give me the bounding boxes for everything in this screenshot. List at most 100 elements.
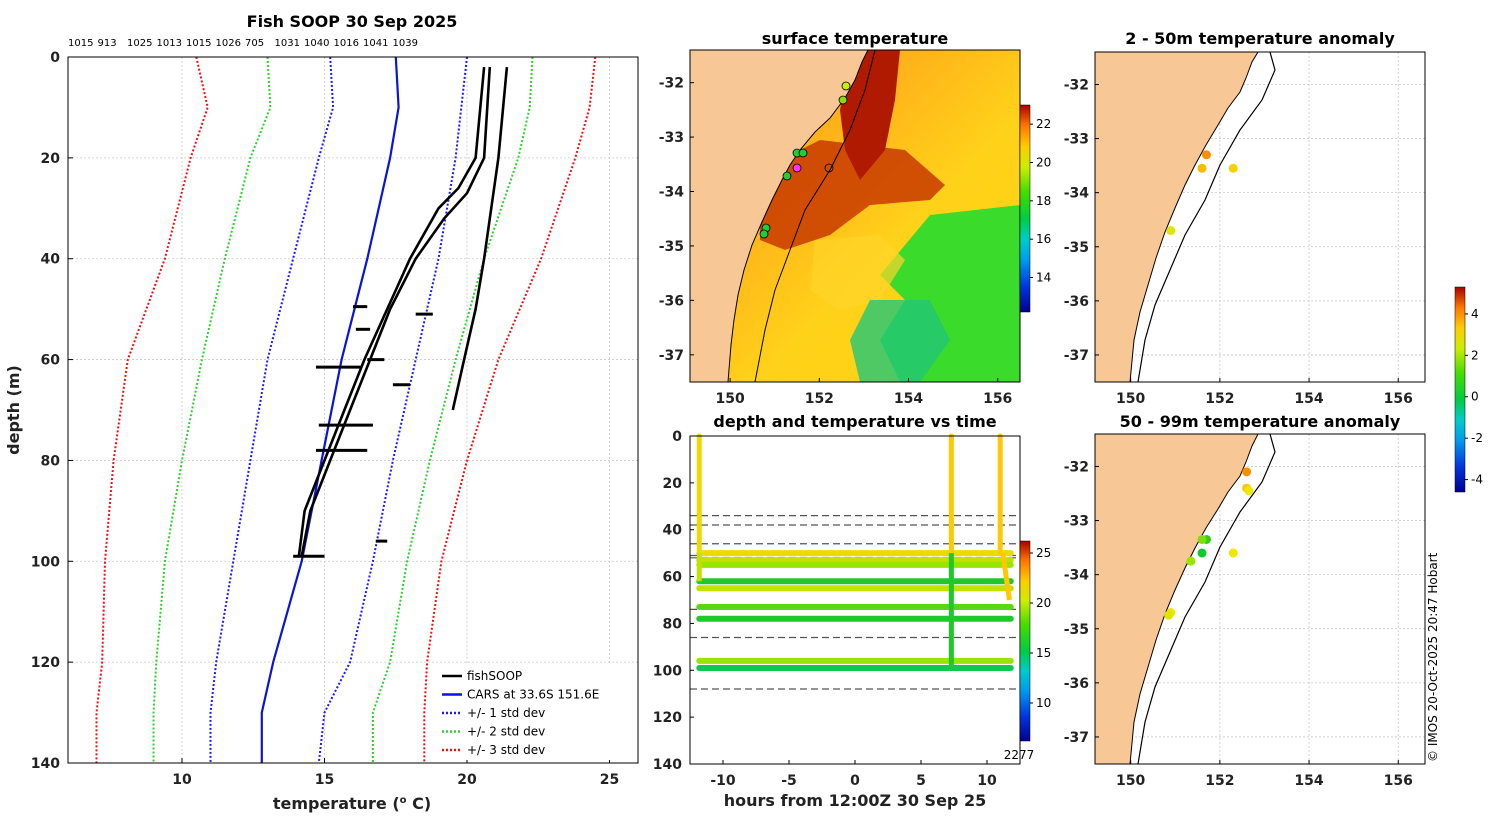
anom1-title: 2 - 50m temperature anomaly: [1125, 29, 1395, 48]
vessel-position: [798, 148, 808, 158]
timeplot-colorbar: [1019, 540, 1031, 742]
anomaly-point: [1166, 226, 1176, 236]
map-ytick-label: -34: [659, 185, 685, 201]
surface-map-image: [690, 50, 1020, 382]
colorbar-tick-label: 10: [1036, 696, 1051, 710]
timeplot-xtick-label: 5: [916, 773, 926, 789]
anom2-ticks: -32 -33 -34 -35 -36 -37 150 152 154 156: [1064, 459, 1413, 789]
profile-xtick-label: 10: [172, 772, 192, 788]
descent-track: [1000, 552, 1012, 601]
profile-xtick-label: 15: [315, 772, 334, 788]
colorbar-tick-label: 20: [1036, 596, 1051, 610]
vessel-position: [838, 95, 848, 105]
profile-xtick-label: 20: [457, 772, 477, 788]
colorbar-tick-label: 15: [1036, 646, 1051, 660]
colorbar-tick-label: 20: [1036, 156, 1051, 170]
xlabel-main: temperature (: [273, 794, 400, 813]
colorbar-tick-label: 4: [1471, 307, 1479, 321]
mixed-water: [810, 235, 905, 310]
colorbar-tick-label: 25: [1036, 546, 1051, 560]
profile-series-line: [317, 56, 468, 764]
timeplot-ytick-label: 40: [663, 523, 683, 539]
depth-time-panel: depth and temperature vs time 0 20 40 60 80 1…: [653, 412, 1052, 810]
profile-grid: [68, 56, 638, 764]
credit-text: © IMOS 20-Oct-2025 20:47 Hobart: [1426, 552, 1440, 762]
map-xtick-label: 154: [1294, 773, 1323, 789]
top-label: 1013: [157, 38, 182, 49]
anomaly-point: [1197, 163, 1207, 173]
shelf-contour: [1137, 434, 1276, 764]
map-xtick-label: 152: [1205, 391, 1234, 407]
anom2-points: [1164, 467, 1254, 620]
profile-title: Fish SOOP 30 Sep 2025: [247, 12, 458, 31]
profile-ytick-label: 120: [31, 655, 60, 671]
legend-label: +/- 2 std dev: [467, 725, 545, 739]
anom1-ticks: -32 -33 -34 -35 -36 -37 150 152 154 156: [1064, 77, 1413, 407]
top-label: 913: [98, 38, 117, 49]
map-ytick-label: -37: [1064, 730, 1089, 746]
anomaly-colorbar-ticks: 4 2 0 -2 -4: [1465, 307, 1483, 487]
profile-series-line: [260, 56, 400, 763]
map-ytick-label: -34: [1064, 568, 1090, 584]
timeplot-ticks: 0 20 40 60 80 100 120 140 -10 -5 0 5 10: [653, 429, 997, 789]
anomaly-point: [1164, 610, 1174, 620]
colorbar-tick-label: 18: [1036, 194, 1051, 208]
top-label: 1040: [304, 38, 329, 49]
timeplot-ytick-label: 0: [672, 429, 682, 445]
australia-land: [690, 50, 869, 382]
anom1-map: [1095, 52, 1276, 382]
timeplot-colorbar-ticks: 25 20 15 10: [1030, 546, 1051, 710]
legend-box: [436, 664, 636, 760]
map-xtick-label: 156: [1384, 773, 1413, 789]
shelf-contour: [1137, 52, 1276, 382]
australia-land: [1095, 52, 1259, 382]
top-label: 1025: [127, 38, 152, 49]
map-ytick-label: -34: [1064, 186, 1090, 202]
anomaly-point: [1186, 556, 1196, 566]
surface-colorbar-ticks: 22 20 18 16 14: [1030, 117, 1051, 285]
timeplot-ytick-label: 120: [653, 710, 682, 726]
timeplot-ytick-label: 20: [663, 476, 683, 492]
map-ytick-label: -33: [659, 130, 684, 146]
map-xtick-label: 152: [1205, 773, 1234, 789]
map-ytick-label: -36: [659, 293, 684, 309]
top-label: 1015: [186, 38, 211, 49]
surface-colorbar: [1019, 104, 1031, 313]
profile-series-line: [209, 56, 335, 763]
vessel-position: [841, 81, 851, 91]
anom2-axes-frame: [1094, 433, 1426, 765]
map-ytick-label: -32: [1064, 77, 1089, 93]
profile-ytick-label: 140: [31, 756, 60, 772]
map-xtick-label: 152: [805, 391, 834, 407]
vessel-position: [782, 171, 792, 181]
profile-axes-frame: [67, 56, 639, 764]
colorbar-tick-label: 2: [1471, 348, 1479, 362]
vessel-position: [759, 229, 769, 239]
legend-label: +/- 1 std dev: [467, 706, 545, 720]
map-ytick-label: -32: [1064, 459, 1089, 475]
profile-series-line: [95, 56, 209, 763]
warm-core: [760, 140, 945, 250]
australia-land: [1095, 434, 1259, 764]
profile-ytick-label: 80: [41, 453, 61, 469]
anomaly-point: [1244, 486, 1254, 496]
top-label: 1041: [363, 38, 388, 49]
map-xtick-label: 156: [983, 391, 1012, 407]
map-xtick-label: 150: [716, 391, 745, 407]
timeplot-cbar-bottom: 2277: [1004, 748, 1035, 762]
top-label: 1016: [334, 38, 359, 49]
profile-series-line: [152, 56, 272, 763]
profile-ylabel: depth (m): [4, 365, 23, 455]
map-ytick-label: -35: [1064, 622, 1089, 638]
anomaly-2-50m-panel: 2 - 50m temperature anomaly -32 -33 -34 -35…: [1064, 29, 1426, 407]
legend-label: fishSOOP: [467, 669, 522, 683]
profile-ytick-label: 100: [31, 554, 60, 570]
map-ytick-label: -35: [659, 239, 684, 255]
profile-ytick-label: 40: [41, 252, 61, 268]
map-xtick-label: 150: [1116, 773, 1145, 789]
timeplot-xtick-label: 0: [850, 773, 860, 789]
profile-xtick-label: 25: [600, 772, 619, 788]
map-xtick-label: 154: [894, 391, 923, 407]
